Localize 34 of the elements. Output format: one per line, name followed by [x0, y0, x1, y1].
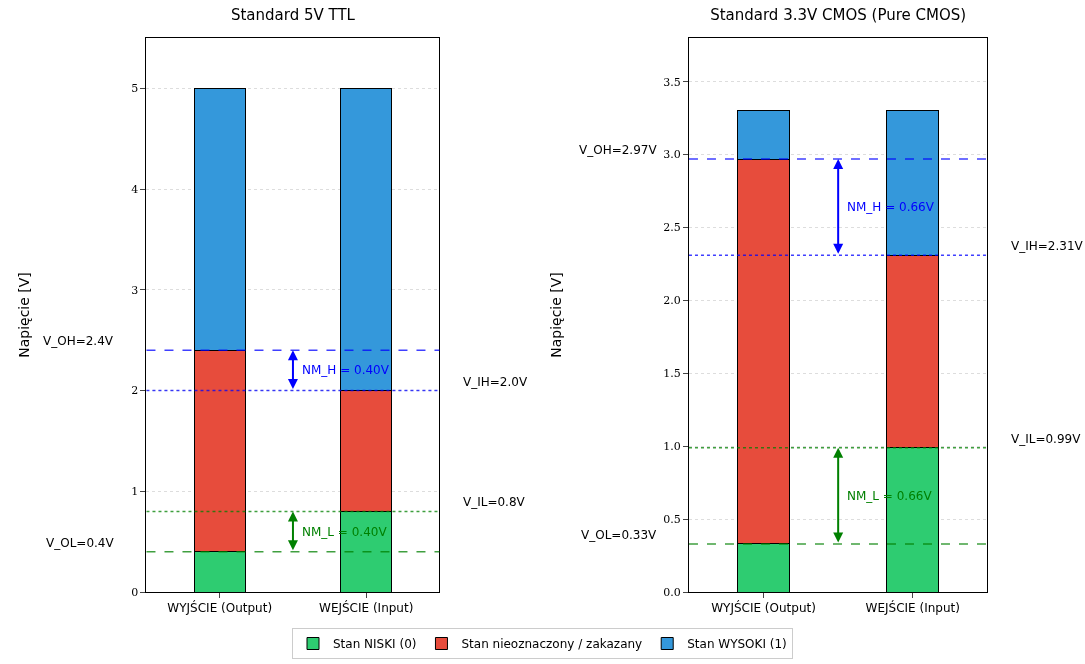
legend-label: Stan WYSOKI (1) — [687, 637, 787, 652]
y-tick-label: 2.5 — [663, 221, 681, 235]
ref-line-label: V_IL=0.8V — [463, 495, 526, 509]
y-tick-label: 0.0 — [663, 585, 681, 599]
ref-line-label: V_IL=0.99V — [1011, 432, 1082, 446]
y-tick-label: 3.5 — [663, 75, 681, 89]
ref-line-label: V_OL=0.33V — [581, 528, 658, 542]
x-tick-label: WEJŚCIE (Input) — [319, 600, 414, 616]
y-tick-label: 1.0 — [663, 440, 681, 454]
y-tick-label: 3 — [131, 283, 139, 297]
y-tick-label: 1 — [131, 485, 139, 499]
y-tick-label: 2.0 — [663, 294, 681, 308]
y-tick-label: 0 — [131, 585, 139, 599]
x-tick-label: WEJŚCIE (Input) — [865, 600, 960, 616]
x-tick-label: WYJŚCIE (Output) — [711, 600, 816, 616]
ref-line-label: V_OH=2.97V — [579, 143, 658, 157]
legend-label: Stan NISKI (0) — [333, 637, 417, 652]
y-axis-title: Napięcie [V] — [547, 272, 564, 358]
chart-title: Standard 3.3V CMOS (Pure CMOS) — [710, 6, 967, 25]
y-tick-label: 1.5 — [663, 367, 681, 381]
chart-title: Standard 5V TTL — [230, 6, 356, 25]
y-tick-label: 0.5 — [663, 512, 681, 526]
y-tick-label: 2 — [131, 384, 139, 398]
legend-label: Stan nieoznaczony / zakazany — [461, 637, 643, 652]
y-tick-label: 3.0 — [663, 148, 681, 162]
x-tick-label: WYJŚCIE (Output) — [167, 600, 273, 616]
ref-line-label: V_IH=2.31V — [1011, 239, 1084, 253]
ref-line-label: V_OH=2.4V — [43, 334, 114, 348]
annotation: NM_H = 0.40V — [302, 363, 390, 377]
ref-line-label: V_IH=2.0V — [463, 375, 528, 389]
y-tick-label: 4 — [131, 182, 139, 196]
y-axis-title: Napięcie [V] — [15, 272, 32, 358]
ref-line-label: V_OL=0.4V — [46, 536, 115, 550]
y-tick-label: 5 — [131, 82, 139, 96]
